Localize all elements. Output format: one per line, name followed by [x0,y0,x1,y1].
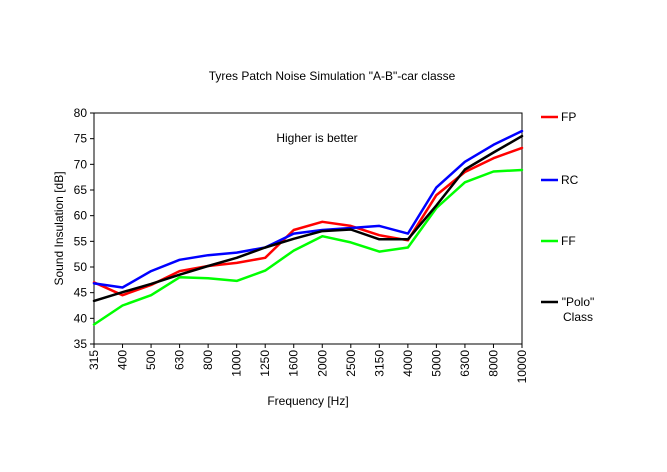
x-tick-label: 1600 [287,350,301,377]
x-tick-label: 1250 [258,350,272,377]
legend-label: FF [561,234,576,248]
series-lines [92,129,524,326]
x-tick-label: 6300 [458,350,472,377]
series-line-2 [92,129,524,289]
x-tick-label: 3150 [372,350,386,377]
legend: FP RC FF "Polo"Class [541,110,594,324]
x-tick-label: 2500 [344,350,358,377]
legend-label: Class [563,310,593,324]
y-tick-label: 45 [74,286,88,300]
legend-label: RC [561,173,579,187]
x-tick-label: 2000 [315,350,329,377]
x-tick-label: 10000 [515,350,529,384]
x-tick-label: 4000 [401,350,415,377]
y-tick-label: 75 [74,132,88,146]
chart-annotation: Higher is better [276,131,357,145]
series-line-4 [92,134,524,303]
x-axis-label: Frequency [Hz] [267,394,348,408]
chart-title: Tyres Patch Noise Simulation "A-B"-car c… [209,69,456,83]
legend-label: FP [561,110,576,124]
plot-area [93,112,523,345]
y-axis: 35 40 45 50 55 60 65 70 75 80 [74,106,94,351]
y-tick-label: 35 [74,337,88,351]
y-tick-label: 80 [74,106,88,120]
y-tick-label: 60 [74,209,88,223]
x-axis: 315 400 500 630 800 1000 1250 1600 2000 2500 3150 4… [87,344,529,383]
legend-label: "Polo" [562,295,595,309]
y-axis-label: Sound Insulation [dB] [52,171,66,285]
x-tick-label: 800 [201,350,215,370]
y-tick-label: 40 [74,311,88,325]
y-tick-label: 50 [74,260,88,274]
x-tick-label: 500 [144,350,158,370]
x-tick-label: 315 [87,350,101,370]
x-tick-label: 630 [173,350,187,370]
x-tick-label: 1000 [230,350,244,377]
x-tick-label: 400 [116,350,130,370]
series-line-3 [92,168,524,326]
y-tick-label: 70 [74,157,88,171]
x-tick-label: 8000 [486,350,500,377]
y-tick-label: 65 [74,183,88,197]
x-tick-label: 5000 [429,350,443,377]
y-tick-label: 55 [74,234,88,248]
series-line-1 [92,146,524,297]
